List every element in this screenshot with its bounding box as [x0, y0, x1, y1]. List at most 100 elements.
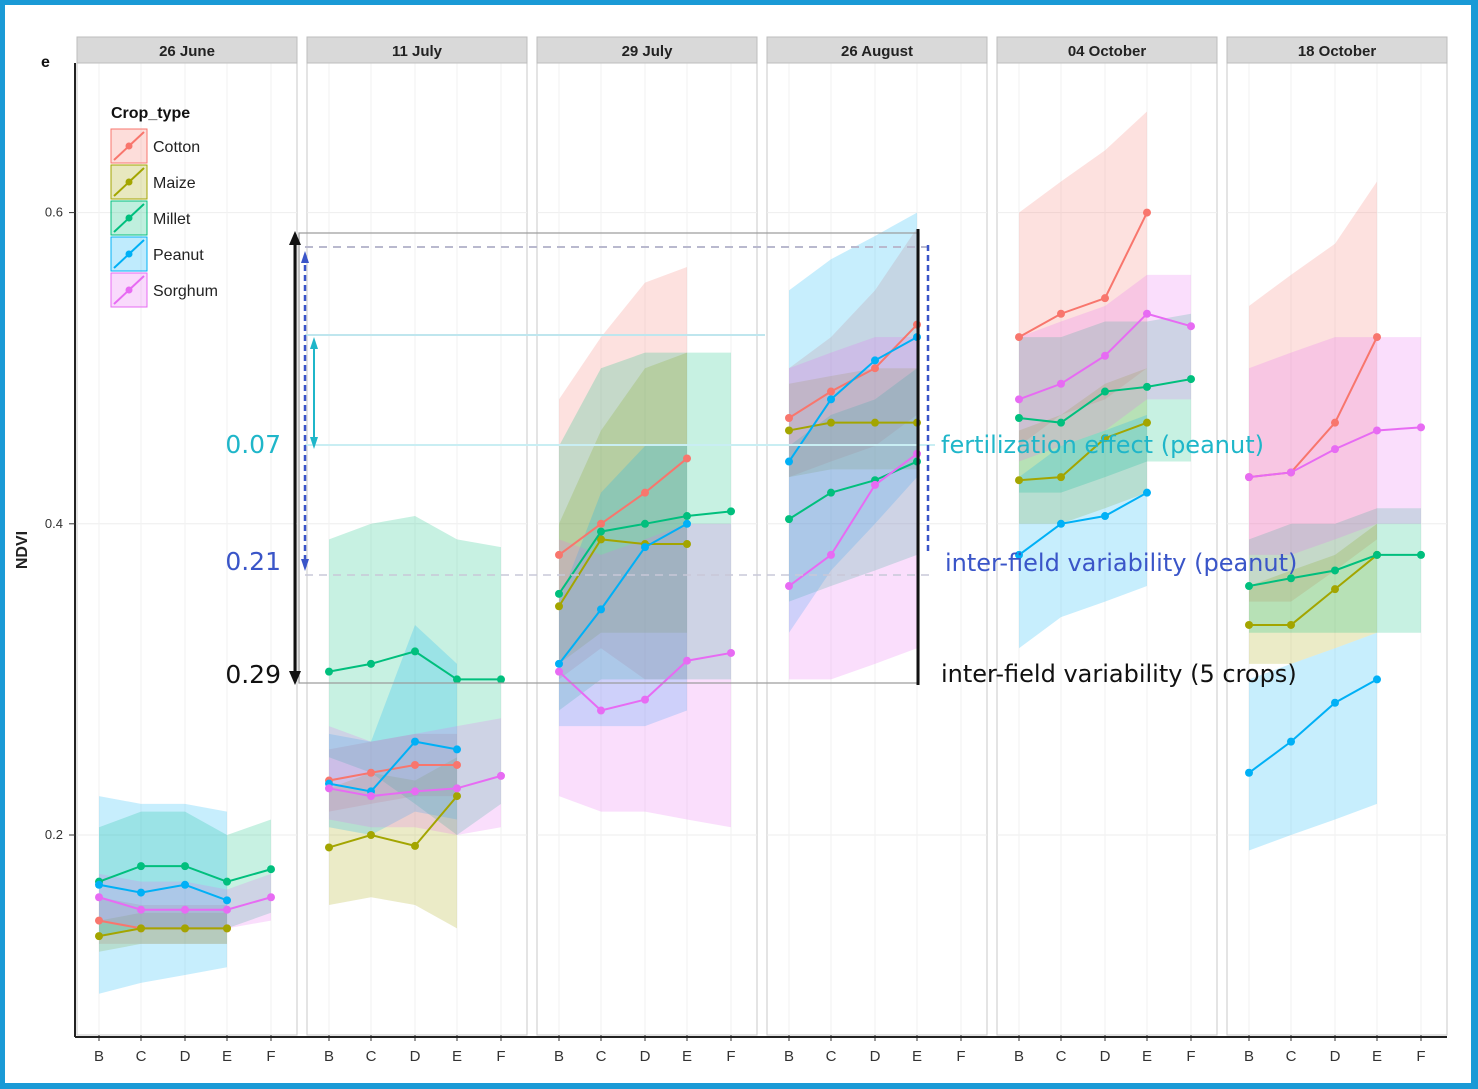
y-tick-label: 0.4 [45, 516, 63, 531]
x-tick-label: E [452, 1048, 462, 1065]
data-point-maize [1245, 620, 1253, 629]
data-point-maize [1143, 418, 1151, 427]
series-line-maize [558, 538, 687, 607]
x-tick-label: B [324, 1048, 334, 1065]
data-point-maize [1015, 476, 1023, 485]
data-point-cotton [785, 413, 793, 422]
facet-strip [306, 36, 528, 64]
y-tick-label: 0.2 [45, 827, 63, 842]
facet-strip [76, 36, 298, 64]
ribbon-sorghum [99, 873, 271, 929]
legend-key-point [125, 250, 133, 258]
ribbon-millet [789, 368, 917, 602]
panel-tag: e [41, 54, 50, 71]
facet-panel: 29 July [536, 36, 758, 1036]
data-point-maize [827, 418, 835, 427]
data-point-maize [1331, 585, 1339, 594]
data-point-maize [325, 843, 333, 852]
data-point-millet [597, 527, 605, 536]
x-tick-label: E [682, 1048, 692, 1065]
data-point-sorghum [1245, 473, 1253, 482]
facet-strip [1226, 36, 1448, 64]
data-point-peanut [1287, 737, 1295, 746]
data-point-peanut [1057, 519, 1065, 528]
x-tick-label: B [554, 1048, 564, 1065]
x-tick-label: B [1014, 1048, 1024, 1065]
data-point-millet [1245, 582, 1253, 591]
data-point-millet [1101, 387, 1109, 396]
data-point-sorghum [367, 792, 375, 801]
data-point-cotton [555, 550, 563, 559]
series-line-cotton [1018, 212, 1148, 338]
series-line-cotton [328, 763, 457, 782]
x-tick-label: D [1330, 1048, 1341, 1065]
data-point-millet [683, 512, 691, 521]
data-point-cotton [1057, 309, 1065, 318]
data-point-millet [325, 667, 333, 676]
y-tick-label: 0.6 [45, 205, 63, 220]
data-point-sorghum [1143, 309, 1151, 318]
annotation-5-crops-label: inter-field variability (5 crops) [941, 660, 1297, 688]
x-tick-label: B [94, 1048, 104, 1065]
arrowhead-up [310, 337, 318, 349]
data-point-cotton [871, 364, 879, 373]
data-point-cotton [683, 454, 691, 463]
series-line-peanut [788, 336, 918, 463]
ndvi-faceted-chart: 26 June 11 July 29 July 26 August 04 October… [14, 36, 1448, 1065]
data-point-sorghum [325, 784, 333, 793]
data-point-sorghum [411, 787, 419, 796]
data-point-cotton [827, 387, 835, 396]
ribbon-millet [329, 516, 501, 835]
data-point-millet [367, 659, 375, 668]
data-point-maize [597, 535, 605, 544]
arrowhead-up [301, 251, 309, 263]
data-point-maize [871, 418, 879, 427]
data-point-maize [1101, 434, 1109, 443]
ribbon-millet [99, 811, 271, 937]
data-point-sorghum [641, 695, 649, 704]
x-tick-label: F [496, 1048, 505, 1065]
annotation-fertilization-value: 0.07 [225, 430, 281, 459]
x-tick-label: C [366, 1048, 377, 1065]
ribbon-maize [1019, 368, 1147, 524]
series-line-maize [788, 421, 917, 432]
legend-title: Crop_type [111, 105, 190, 122]
data-point-peanut [827, 395, 835, 404]
panel-background [996, 62, 1218, 1036]
facet-panel: 04 October [996, 36, 1218, 1036]
data-point-peanut [871, 356, 879, 365]
legend-label-maize: Maize [153, 175, 196, 192]
x-tick-label: C [136, 1048, 147, 1065]
ribbon-maize [1249, 523, 1377, 664]
data-point-sorghum [1015, 395, 1023, 404]
x-tick-label: C [1286, 1048, 1297, 1065]
data-point-sorghum [223, 905, 231, 914]
facet-panel: 11 July [306, 36, 528, 1036]
data-point-sorghum [267, 893, 275, 902]
data-point-millet [181, 862, 189, 871]
series-line-millet [788, 460, 918, 520]
data-point-maize [367, 831, 375, 839]
data-point-millet [641, 519, 649, 528]
data-point-sorghum [1417, 423, 1425, 432]
data-point-millet [1287, 574, 1295, 583]
series-line-peanut [328, 740, 458, 793]
series-line-peanut [98, 883, 228, 902]
x-tick-label: F [1416, 1048, 1425, 1065]
legend-label-peanut: Peanut [153, 247, 204, 264]
data-point-maize [683, 540, 691, 549]
legend-key-point [125, 286, 133, 294]
data-point-peanut [411, 737, 419, 746]
y-axis-label: NDVI [14, 531, 31, 569]
data-point-millet [1373, 550, 1381, 559]
x-tick-label: F [266, 1048, 275, 1065]
data-point-cotton [411, 760, 419, 769]
data-point-cotton [453, 760, 461, 769]
facet-strip [996, 36, 1218, 64]
legend-label-millet: Millet [153, 211, 191, 228]
data-point-peanut [597, 605, 605, 614]
facet-strip-label: 04 October [1068, 43, 1147, 60]
data-point-peanut [683, 519, 691, 528]
data-point-sorghum [95, 893, 103, 902]
data-point-maize [95, 932, 103, 941]
